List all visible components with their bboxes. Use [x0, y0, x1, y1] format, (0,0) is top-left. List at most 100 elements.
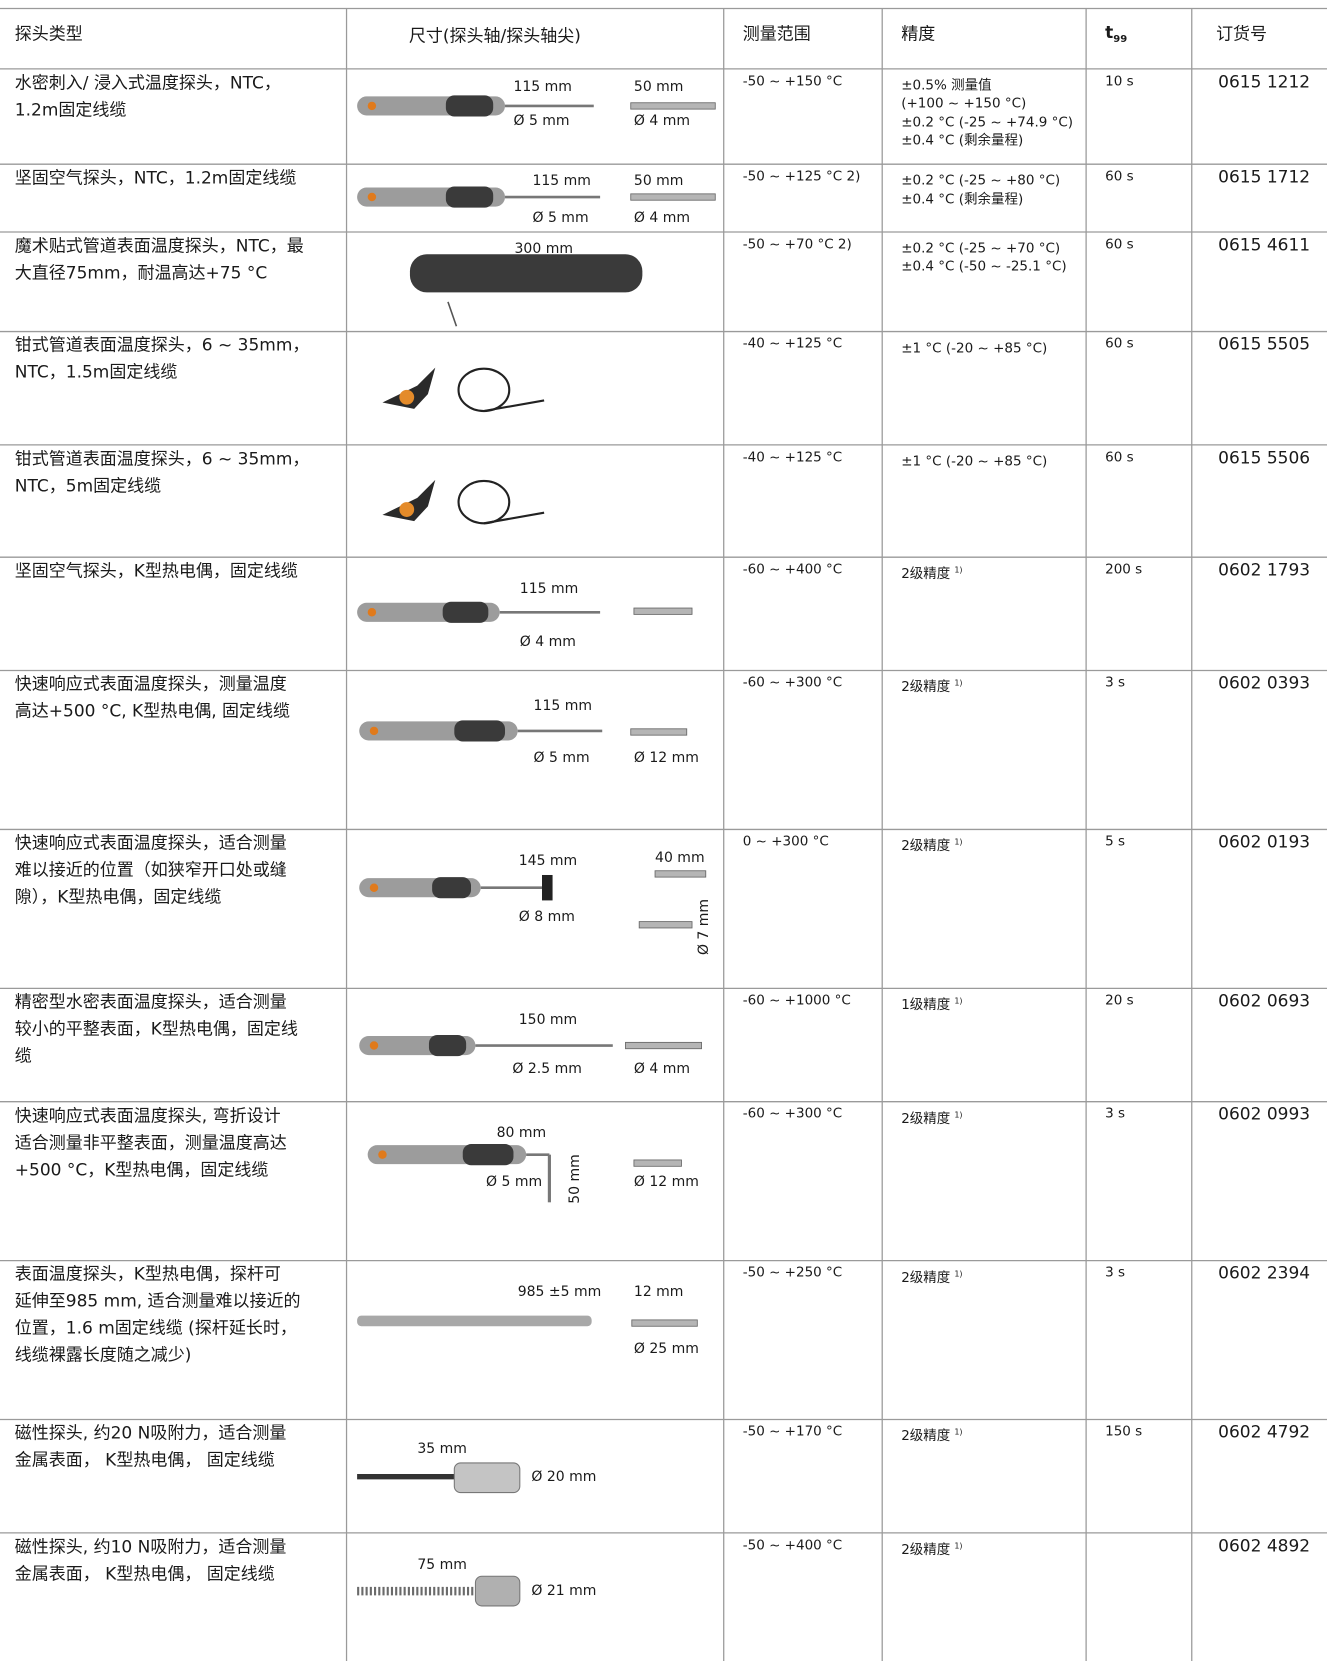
header-cell: 测量范围 [742, 24, 811, 45]
probe-type: 磁性探头, 约20 N吸附力，适合测量 [14, 1423, 287, 1444]
probe-type: 大直径75mm，耐温高达+75 °C [14, 263, 268, 284]
probe-type: 快速响应式表面温度探头，测量温度 [14, 674, 287, 695]
order-number: 0615 5506 [1218, 448, 1311, 469]
accuracy: ±1 °C (-20 ~ +85 °C) [901, 339, 1048, 356]
probe-type: 坚固空气探头，NTC，1.2m固定线缆 [14, 168, 297, 189]
probe-type: 磁性探头, 约10 N吸附力，适合测量 [14, 1537, 287, 1558]
probe-grip [428, 1034, 467, 1057]
dimension-label: Ø 4 mm [519, 633, 576, 650]
order-number: 0602 4892 [1218, 1536, 1311, 1557]
response-time: 60 s [1105, 448, 1134, 465]
probe-logo [367, 192, 377, 202]
probe-logo [367, 608, 377, 617]
dimension-label: 40 mm [655, 850, 705, 867]
cable [483, 399, 545, 413]
probe-tip [633, 1159, 682, 1167]
measure-range: -40 ~ +125 °C [742, 335, 843, 352]
order-number: 0615 5505 [1218, 334, 1311, 355]
footnote-mark: 1) [954, 996, 963, 1006]
dimension-label: 985 ±5 mm [517, 1284, 602, 1301]
accuracy: 1级精度 1) [901, 996, 963, 1014]
response-time: 60 s [1105, 235, 1134, 252]
probe-type: NTC，1.5m固定线缆 [14, 362, 178, 383]
dimension-label: 115 mm [519, 580, 579, 597]
footnote-mark: 1) [954, 1110, 963, 1120]
dimension-label: Ø 21 mm [531, 1583, 597, 1600]
accuracy: ±0.4 °C (-50 ~ -25.1 °C) [901, 258, 1067, 275]
dimension-label: Ø 8 mm [518, 909, 575, 926]
footnote-mark: 1) [954, 678, 963, 688]
clamp [382, 479, 436, 522]
probe-type: 快速响应式表面温度探头, 弯折设计 [14, 1106, 281, 1126]
probe-tip [625, 1041, 702, 1050]
order-number: 0602 0393 [1218, 673, 1311, 694]
cable-loop [457, 367, 511, 413]
accuracy: ±0.4 °C (剩余量程) [901, 190, 1024, 207]
accuracy: 2级精度 1) [901, 1269, 963, 1286]
accuracy: 2级精度 1) [901, 837, 963, 855]
probe-type: 钳式管道表面温度探头，6 ~ 35mm， [14, 335, 310, 356]
dimension-label: Ø 7 mm [695, 898, 712, 955]
probe-type: 1.2m固定线缆 [14, 100, 127, 121]
measure-range: 0 ~ +300 °C [742, 833, 829, 850]
probe-grip [445, 186, 494, 208]
measure-range: -60 ~ +1000 °C [742, 992, 851, 1009]
probe-logo [369, 1041, 379, 1050]
accuracy: ±0.2 °C (-25 ~ +70 °C) [901, 240, 1061, 257]
probe-tip [631, 1319, 698, 1327]
probe-type: 适合测量非平整表面，测量温度高达 [14, 1133, 287, 1154]
probe-type: 金属表面， K型热电偶， 固定线缆 [14, 1564, 275, 1585]
probe-logo [369, 726, 379, 736]
order-number: 0602 1793 [1218, 560, 1311, 581]
header-cell: 尺寸(探头轴/探头轴尖) [408, 26, 581, 47]
measure-range: -50 ~ +170 °C [742, 1423, 843, 1440]
accuracy: ±0.4 °C (剩余量程) [901, 132, 1024, 149]
probe-type: 延伸至985 mm, 适合测量难以接近的 [14, 1291, 301, 1312]
measure-range: -50 ~ +150 °C [742, 72, 843, 89]
probe-type: 钳式管道表面温度探头，6 ~ 35mm， [14, 449, 310, 470]
dimension-label: Ø 5 mm [513, 112, 570, 129]
dimension-label: Ø 4 mm [633, 210, 691, 227]
probe-type: 水密刺入/ 浸入式温度探头，NTC， [14, 73, 281, 94]
response-time: 3 s [1105, 674, 1126, 691]
dimension-label: Ø 12 mm [633, 1174, 699, 1191]
accuracy: 2级精度 1) [901, 1427, 963, 1445]
dimension-label: 300 mm [514, 240, 573, 257]
measure-range: -50 ~ +125 °C 2) [742, 168, 861, 185]
header-cell: 精度 [901, 24, 936, 45]
measure-range: -50 ~ +70 °C 2) [742, 235, 852, 252]
response-time: 3 s [1105, 1264, 1126, 1281]
probe-type: NTC，5m固定线缆 [14, 476, 162, 497]
measure-range: -50 ~ +250 °C [742, 1264, 843, 1281]
probe-grip [442, 601, 489, 623]
probe-type: 难以接近的位置（如狭窄开口处或缝 [14, 860, 287, 881]
response-time: 150 s [1105, 1423, 1143, 1440]
probe-tip [633, 607, 693, 615]
response-time: 20 s [1105, 992, 1134, 1009]
response-time: 5 s [1105, 833, 1126, 850]
accuracy: 2级精度 1) [901, 1541, 963, 1558]
wire [447, 301, 458, 327]
probe-grip [445, 95, 494, 117]
footnote-mark: 1) [954, 565, 963, 575]
accuracy: ±1 °C (-20 ~ +85 °C) [901, 453, 1048, 470]
response-time: 60 s [1105, 168, 1134, 185]
order-number: 0602 4792 [1218, 1422, 1311, 1443]
accuracy: ±0.2 °C (-25 ~ +80 °C) [901, 172, 1061, 189]
header-cell: 订货号 [1216, 24, 1268, 45]
order-number: 0602 0193 [1218, 832, 1311, 853]
order-number: 0602 0693 [1218, 991, 1311, 1012]
dimension-label: Ø 5 mm [486, 1174, 543, 1191]
dimension-label: 150 mm [518, 1012, 578, 1029]
cable-loop [457, 479, 511, 525]
probe-type: 隙），K型热电偶，固定线缆 [14, 887, 222, 908]
measure-range: -40 ~ +125 °C [742, 448, 843, 465]
header-cell: t99 [1105, 22, 1127, 45]
magnet [453, 1462, 521, 1494]
footnote-mark: 1) [954, 837, 963, 847]
t-symbol: t [1105, 22, 1114, 43]
probe-logo [367, 101, 377, 111]
order-number: 0615 1712 [1218, 167, 1311, 188]
footnote-mark: 1) [954, 1427, 963, 1437]
